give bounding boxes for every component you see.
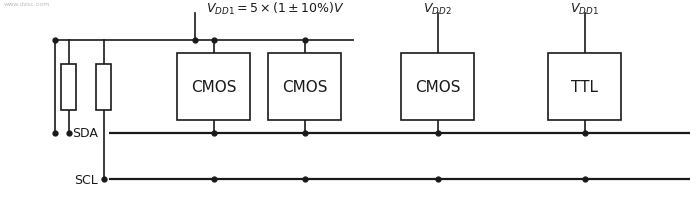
Bar [96,65,111,110]
Text: CMOS: CMOS [190,80,237,95]
Bar [61,65,76,110]
Text: TTL: TTL [571,80,598,95]
Bar [400,54,475,121]
Text: CMOS: CMOS [281,80,328,95]
Bar [267,54,342,121]
Text: $V_{DD2}$: $V_{DD2}$ [424,2,452,17]
Text: www.dzsc.com: www.dzsc.com [4,2,50,7]
Bar [176,54,251,121]
Text: $V_{DD1}$: $V_{DD1}$ [570,2,599,17]
Text: SDA: SDA [72,126,98,139]
Bar [547,54,622,121]
Text: CMOS: CMOS [414,80,461,95]
Text: $V_{DD1} = 5\times(1\pm10\%)V$: $V_{DD1} = 5\times(1\pm10\%)V$ [206,1,345,17]
Text: SCL: SCL [74,173,98,186]
